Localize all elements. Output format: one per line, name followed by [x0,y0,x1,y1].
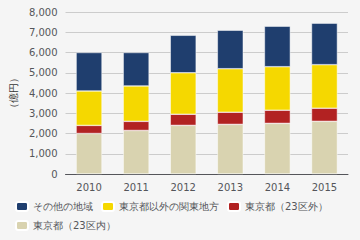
svg-text:2013: 2013 [218,182,243,193]
svg-text:2010: 2010 [76,182,101,193]
svg-text:0: 0 [51,169,57,180]
svg-text:5,000: 5,000 [29,67,58,78]
svg-text:2014: 2014 [265,182,290,193]
svg-text:東京都（23区内）: 東京都（23区内） [33,220,116,231]
svg-text:東京都（23区外）: 東京都（23区外） [245,201,328,212]
svg-text:その他の地域: その他の地域 [33,201,93,212]
svg-text:2,000: 2,000 [29,128,58,139]
svg-text:2012: 2012 [170,182,195,193]
svg-text:8,000: 8,000 [29,7,58,18]
svg-text:7,000: 7,000 [29,27,58,38]
svg-text:6,000: 6,000 [29,47,58,58]
svg-text:2011: 2011 [123,182,148,193]
svg-text:（億円）: （億円） [8,73,19,113]
svg-text:3,000: 3,000 [29,108,58,119]
svg-text:1,000: 1,000 [29,148,58,159]
svg-text:2015: 2015 [312,182,337,193]
svg-text:東京都以外の関東地方: 東京都以外の関東地方 [119,201,219,212]
svg-text:4,000: 4,000 [29,88,58,99]
